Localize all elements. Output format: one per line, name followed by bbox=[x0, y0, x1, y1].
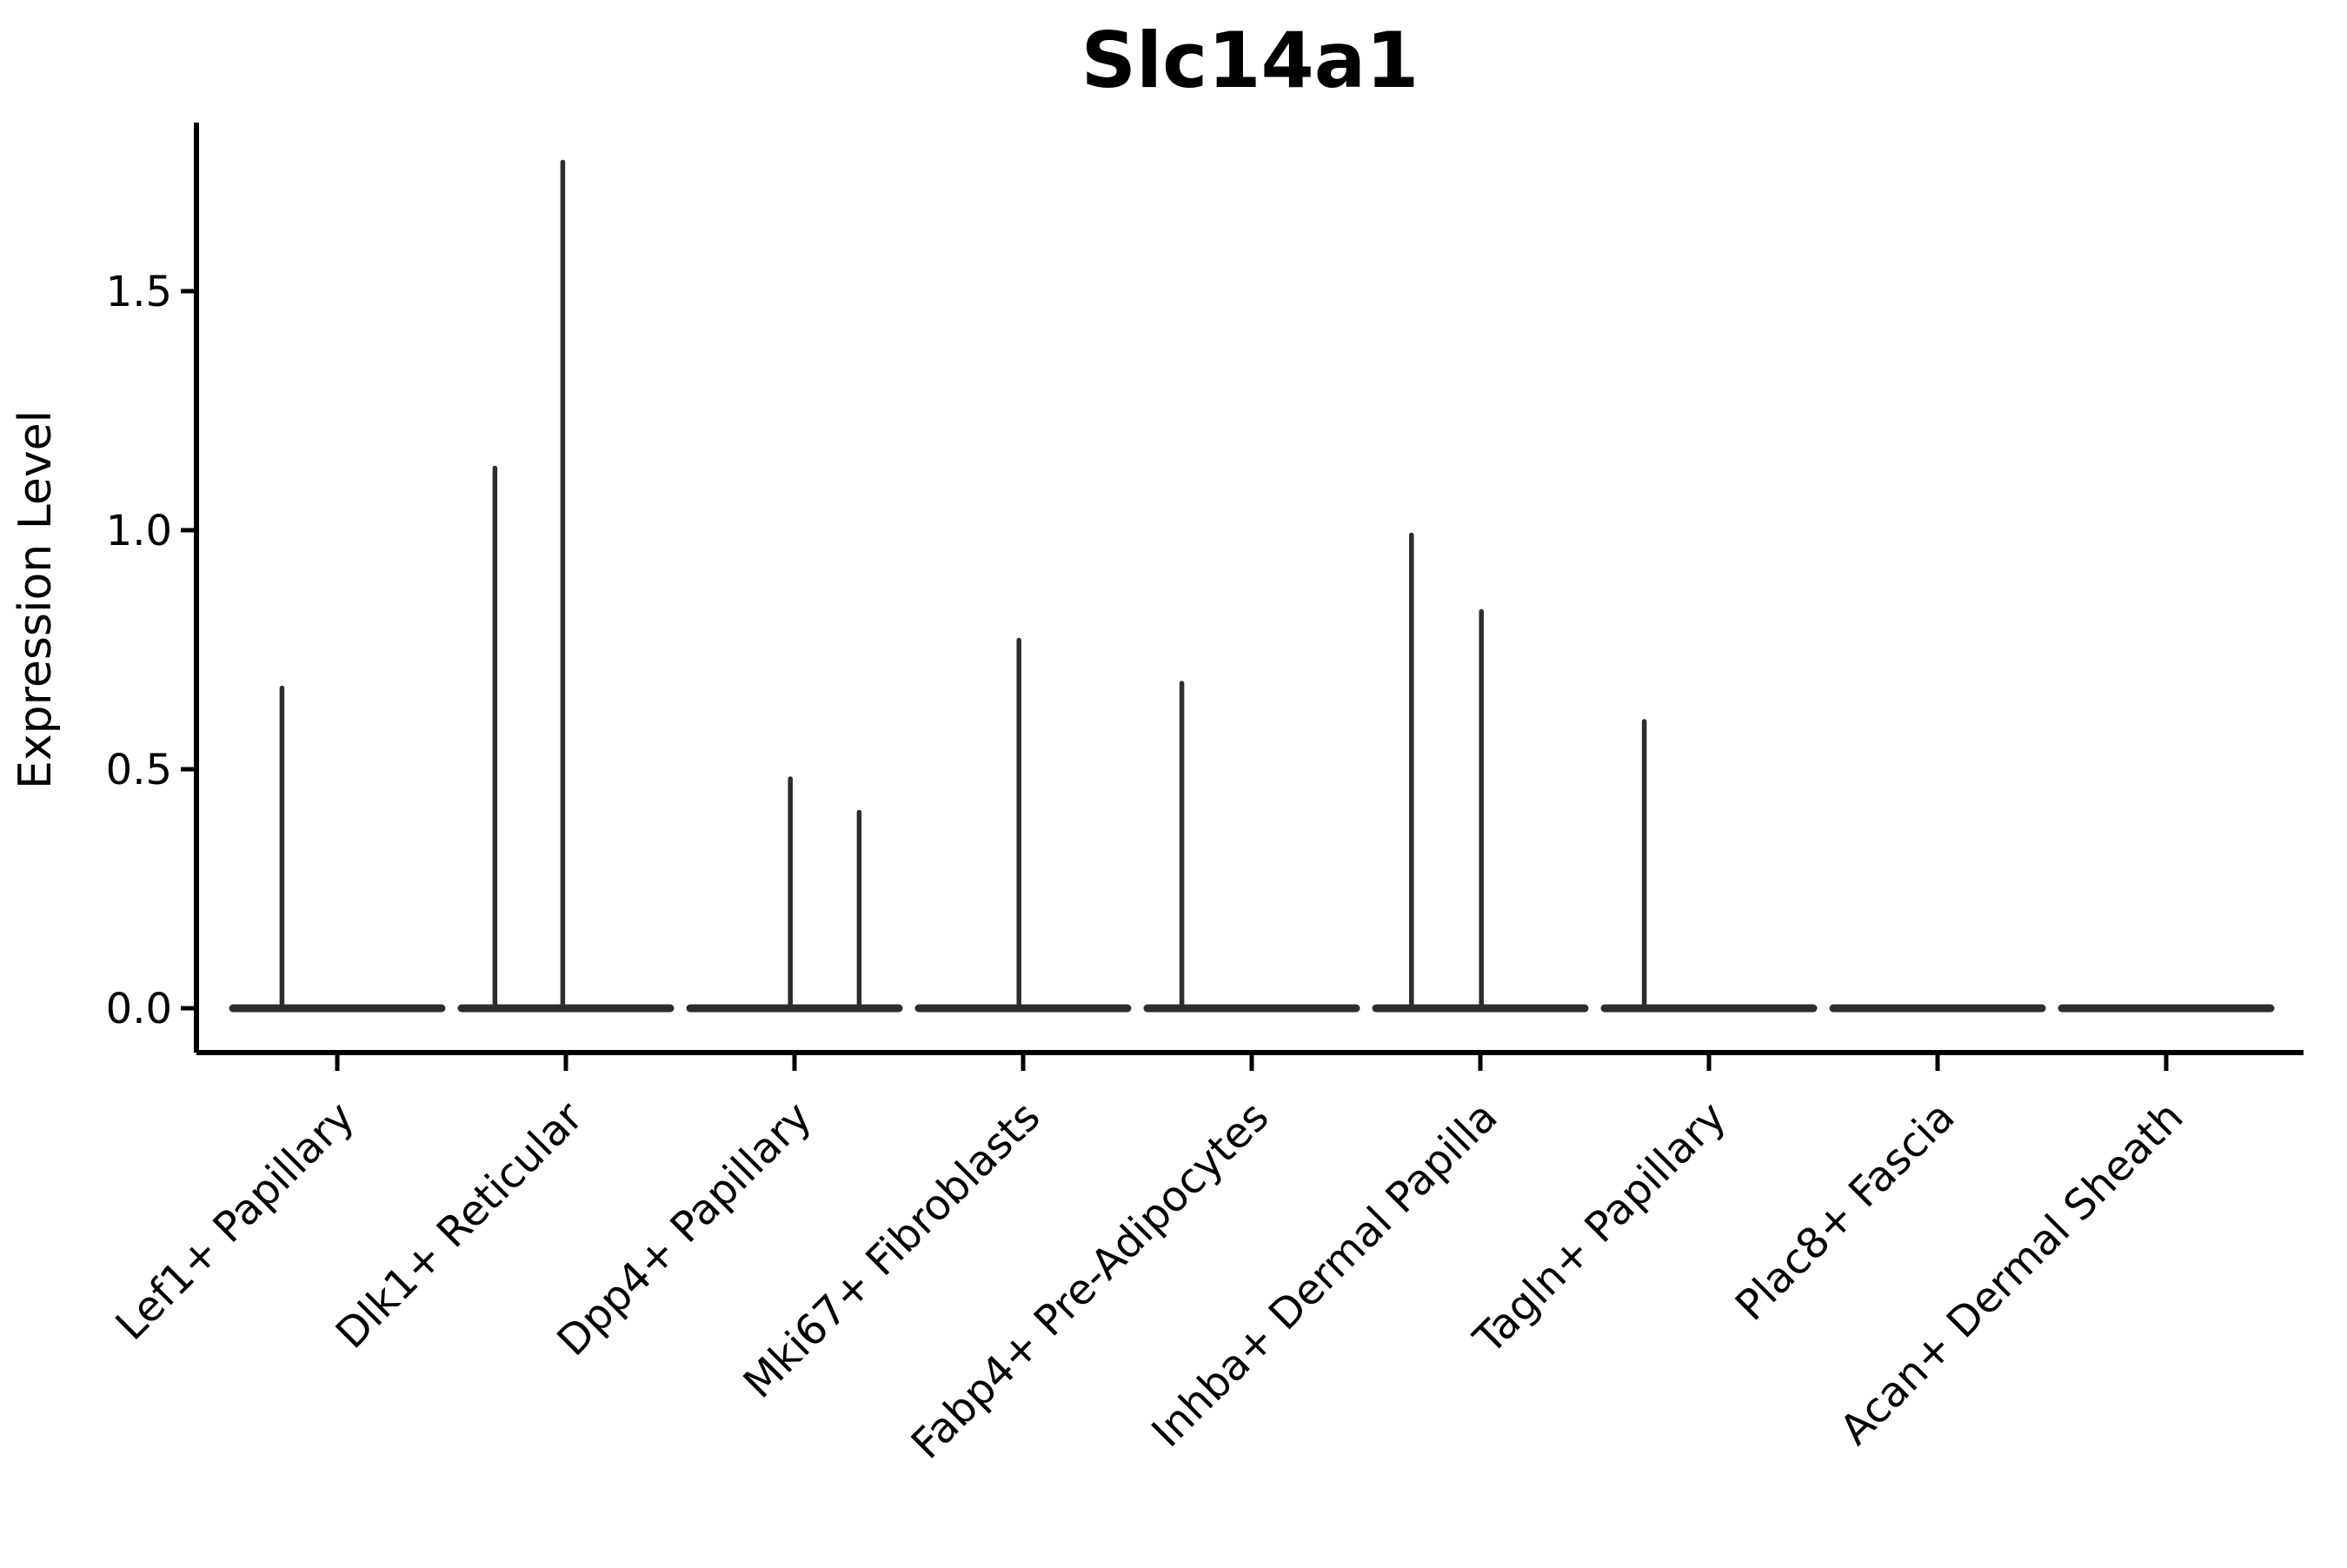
violin bbox=[457, 159, 675, 1013]
y-tick-label: 0.0 bbox=[106, 985, 172, 1033]
y-tick-label: 1.5 bbox=[106, 268, 172, 316]
x-tick-label: Plac8+ Fascia bbox=[1726, 1093, 1965, 1331]
violin bbox=[229, 685, 446, 1013]
axes: 0.0 0.5 1.0 1.5 bbox=[106, 123, 2304, 1071]
y-axis-label: Expression Level bbox=[10, 410, 62, 789]
violin bbox=[1143, 681, 1360, 1013]
y-tick-label: 0.5 bbox=[106, 746, 172, 794]
violins bbox=[229, 159, 2275, 1013]
violin bbox=[686, 776, 903, 1013]
violin bbox=[1600, 719, 1818, 1013]
x-tick-label: Lef1+ Papillary bbox=[107, 1093, 364, 1350]
violin bbox=[914, 637, 1132, 1013]
x-tick-label: Dlk1+ Reticular bbox=[327, 1093, 593, 1359]
y-tick-label: 1.0 bbox=[106, 507, 172, 555]
x-tick-label: Dpp4+ Papillary bbox=[548, 1093, 821, 1365]
chart-title: Slc14a1 bbox=[1081, 16, 1420, 105]
violin bbox=[1372, 532, 1589, 1013]
x-tick-label: Tagln+ Papillary bbox=[1464, 1093, 1735, 1364]
